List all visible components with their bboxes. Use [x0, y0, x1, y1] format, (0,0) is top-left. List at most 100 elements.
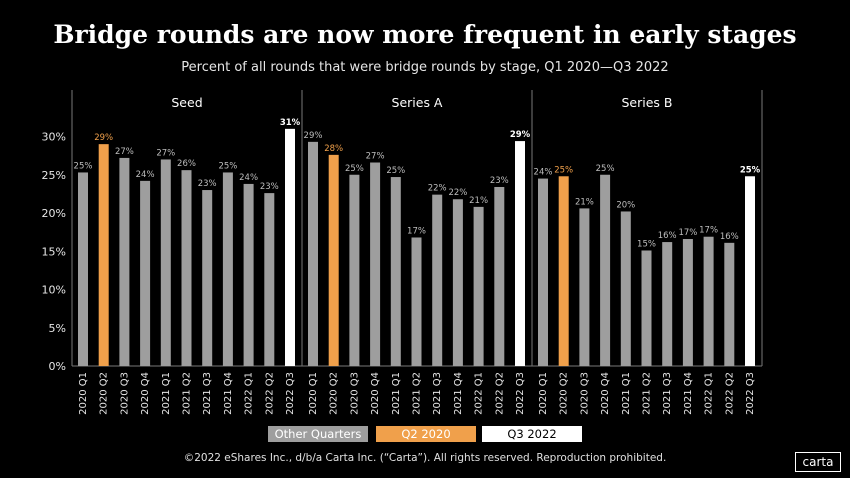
x-tick-label: 2020 Q1: [538, 372, 549, 415]
bar: [558, 176, 569, 366]
x-tick-label: 2021 Q3: [202, 372, 213, 415]
bar: [703, 236, 714, 366]
x-tick-label: 2022 Q2: [264, 372, 275, 415]
bar: [662, 242, 673, 366]
y-tick-label: 0%: [49, 360, 66, 373]
x-tick-label: 2022 Q3: [515, 372, 526, 415]
bar: [285, 128, 295, 366]
bar: [140, 180, 151, 366]
data-label: 23%: [198, 179, 217, 189]
y-tick-label: 20%: [42, 207, 66, 220]
x-tick-label: 2022 Q2: [724, 372, 735, 415]
x-tick-label: 2020 Q4: [600, 372, 611, 415]
bar: [119, 157, 130, 366]
data-label: 31%: [280, 118, 301, 128]
data-label: 28%: [324, 144, 343, 154]
y-tick-label: 30%: [42, 131, 66, 144]
bar: [98, 144, 109, 366]
bar: [620, 211, 631, 366]
data-label: 16%: [658, 231, 677, 241]
panel-title-series-b: Series B: [622, 95, 673, 110]
x-tick-label: 2020 Q3: [349, 372, 360, 415]
bar: [160, 159, 171, 366]
x-tick-label: 2021 Q3: [432, 372, 443, 415]
bar: [202, 190, 213, 366]
bar: [452, 199, 463, 366]
x-tick-label: 2022 Q2: [494, 372, 505, 415]
data-label: 25%: [345, 164, 364, 174]
x-tick-label: 2022 Q3: [745, 372, 756, 415]
bar: [432, 194, 443, 366]
x-tick-label: 2020 Q4: [140, 372, 151, 415]
x-tick-label: 2020 Q2: [559, 372, 570, 415]
bar: [370, 162, 381, 366]
bar: [222, 172, 233, 366]
copyright-footer: ©2022 eShares Inc., d/b/a Carta Inc. (“C…: [183, 452, 667, 464]
data-label: 25%: [554, 165, 573, 175]
x-tick-label: 2022 Q1: [474, 372, 485, 415]
data-label: 15%: [637, 239, 656, 249]
data-label: 25%: [386, 166, 405, 176]
bar: [745, 176, 755, 366]
data-label: 24%: [534, 168, 553, 178]
bar: [724, 242, 735, 366]
x-tick-label: 2021 Q4: [683, 372, 694, 415]
x-tick-label: 2020 Q1: [308, 372, 319, 415]
x-tick-label: 2021 Q1: [391, 372, 402, 415]
bar: [473, 206, 484, 366]
panel-title-seed: Seed: [171, 95, 202, 110]
data-label: 24%: [136, 170, 155, 180]
bar: [264, 193, 275, 366]
data-label: 25%: [740, 165, 761, 175]
data-label: 17%: [407, 226, 426, 236]
bar: [600, 174, 611, 366]
y-tick-label: 10%: [42, 284, 66, 297]
x-tick-label: 2020 Q4: [370, 372, 381, 415]
bar: [243, 183, 254, 366]
carta-logo: carta: [795, 452, 841, 472]
data-label: 24%: [239, 173, 258, 183]
data-label: 23%: [260, 182, 279, 192]
data-label: 27%: [156, 148, 175, 158]
data-label: 25%: [218, 161, 237, 171]
bar: [328, 154, 339, 366]
data-label: 29%: [510, 130, 531, 140]
chart-subtitle: Percent of all rounds that were bridge r…: [181, 60, 669, 75]
bar: [538, 178, 548, 366]
x-tick-label: 2020 Q1: [78, 372, 89, 415]
x-tick-label: 2022 Q1: [704, 372, 715, 415]
data-label: 21%: [575, 197, 594, 207]
x-tick-label: 2020 Q2: [329, 372, 340, 415]
bar: [308, 141, 318, 366]
panel-title-series-a: Series A: [392, 95, 443, 110]
x-tick-label: 2021 Q1: [621, 372, 632, 415]
data-label: 27%: [115, 147, 134, 157]
data-label: 25%: [596, 164, 615, 174]
data-label: 17%: [678, 228, 697, 238]
legend-q2-2020: Q2 2020: [376, 426, 476, 442]
x-tick-label: 2021 Q1: [161, 372, 172, 415]
data-label: 21%: [469, 196, 488, 206]
data-label: 17%: [699, 226, 718, 236]
data-label: 22%: [428, 184, 447, 194]
bar: [78, 172, 88, 366]
y-tick-label: 15%: [42, 245, 66, 258]
bar: [411, 237, 422, 366]
x-tick-label: 2021 Q3: [662, 372, 673, 415]
bar: [390, 177, 401, 366]
x-tick-label: 2022 Q3: [285, 372, 296, 415]
x-tick-label: 2021 Q2: [642, 372, 653, 415]
chart-title: Bridge rounds are now more frequent in e…: [53, 20, 797, 49]
data-label: 29%: [304, 131, 323, 141]
x-tick-label: 2021 Q2: [412, 372, 423, 415]
bar: [515, 141, 525, 366]
data-label: 29%: [94, 133, 113, 143]
bar: [641, 250, 652, 366]
y-tick-label: 25%: [42, 169, 66, 182]
x-tick-label: 2020 Q2: [99, 372, 110, 415]
y-tick-label: 5%: [49, 322, 66, 335]
x-tick-label: 2022 Q1: [244, 372, 255, 415]
bar: [579, 208, 590, 366]
